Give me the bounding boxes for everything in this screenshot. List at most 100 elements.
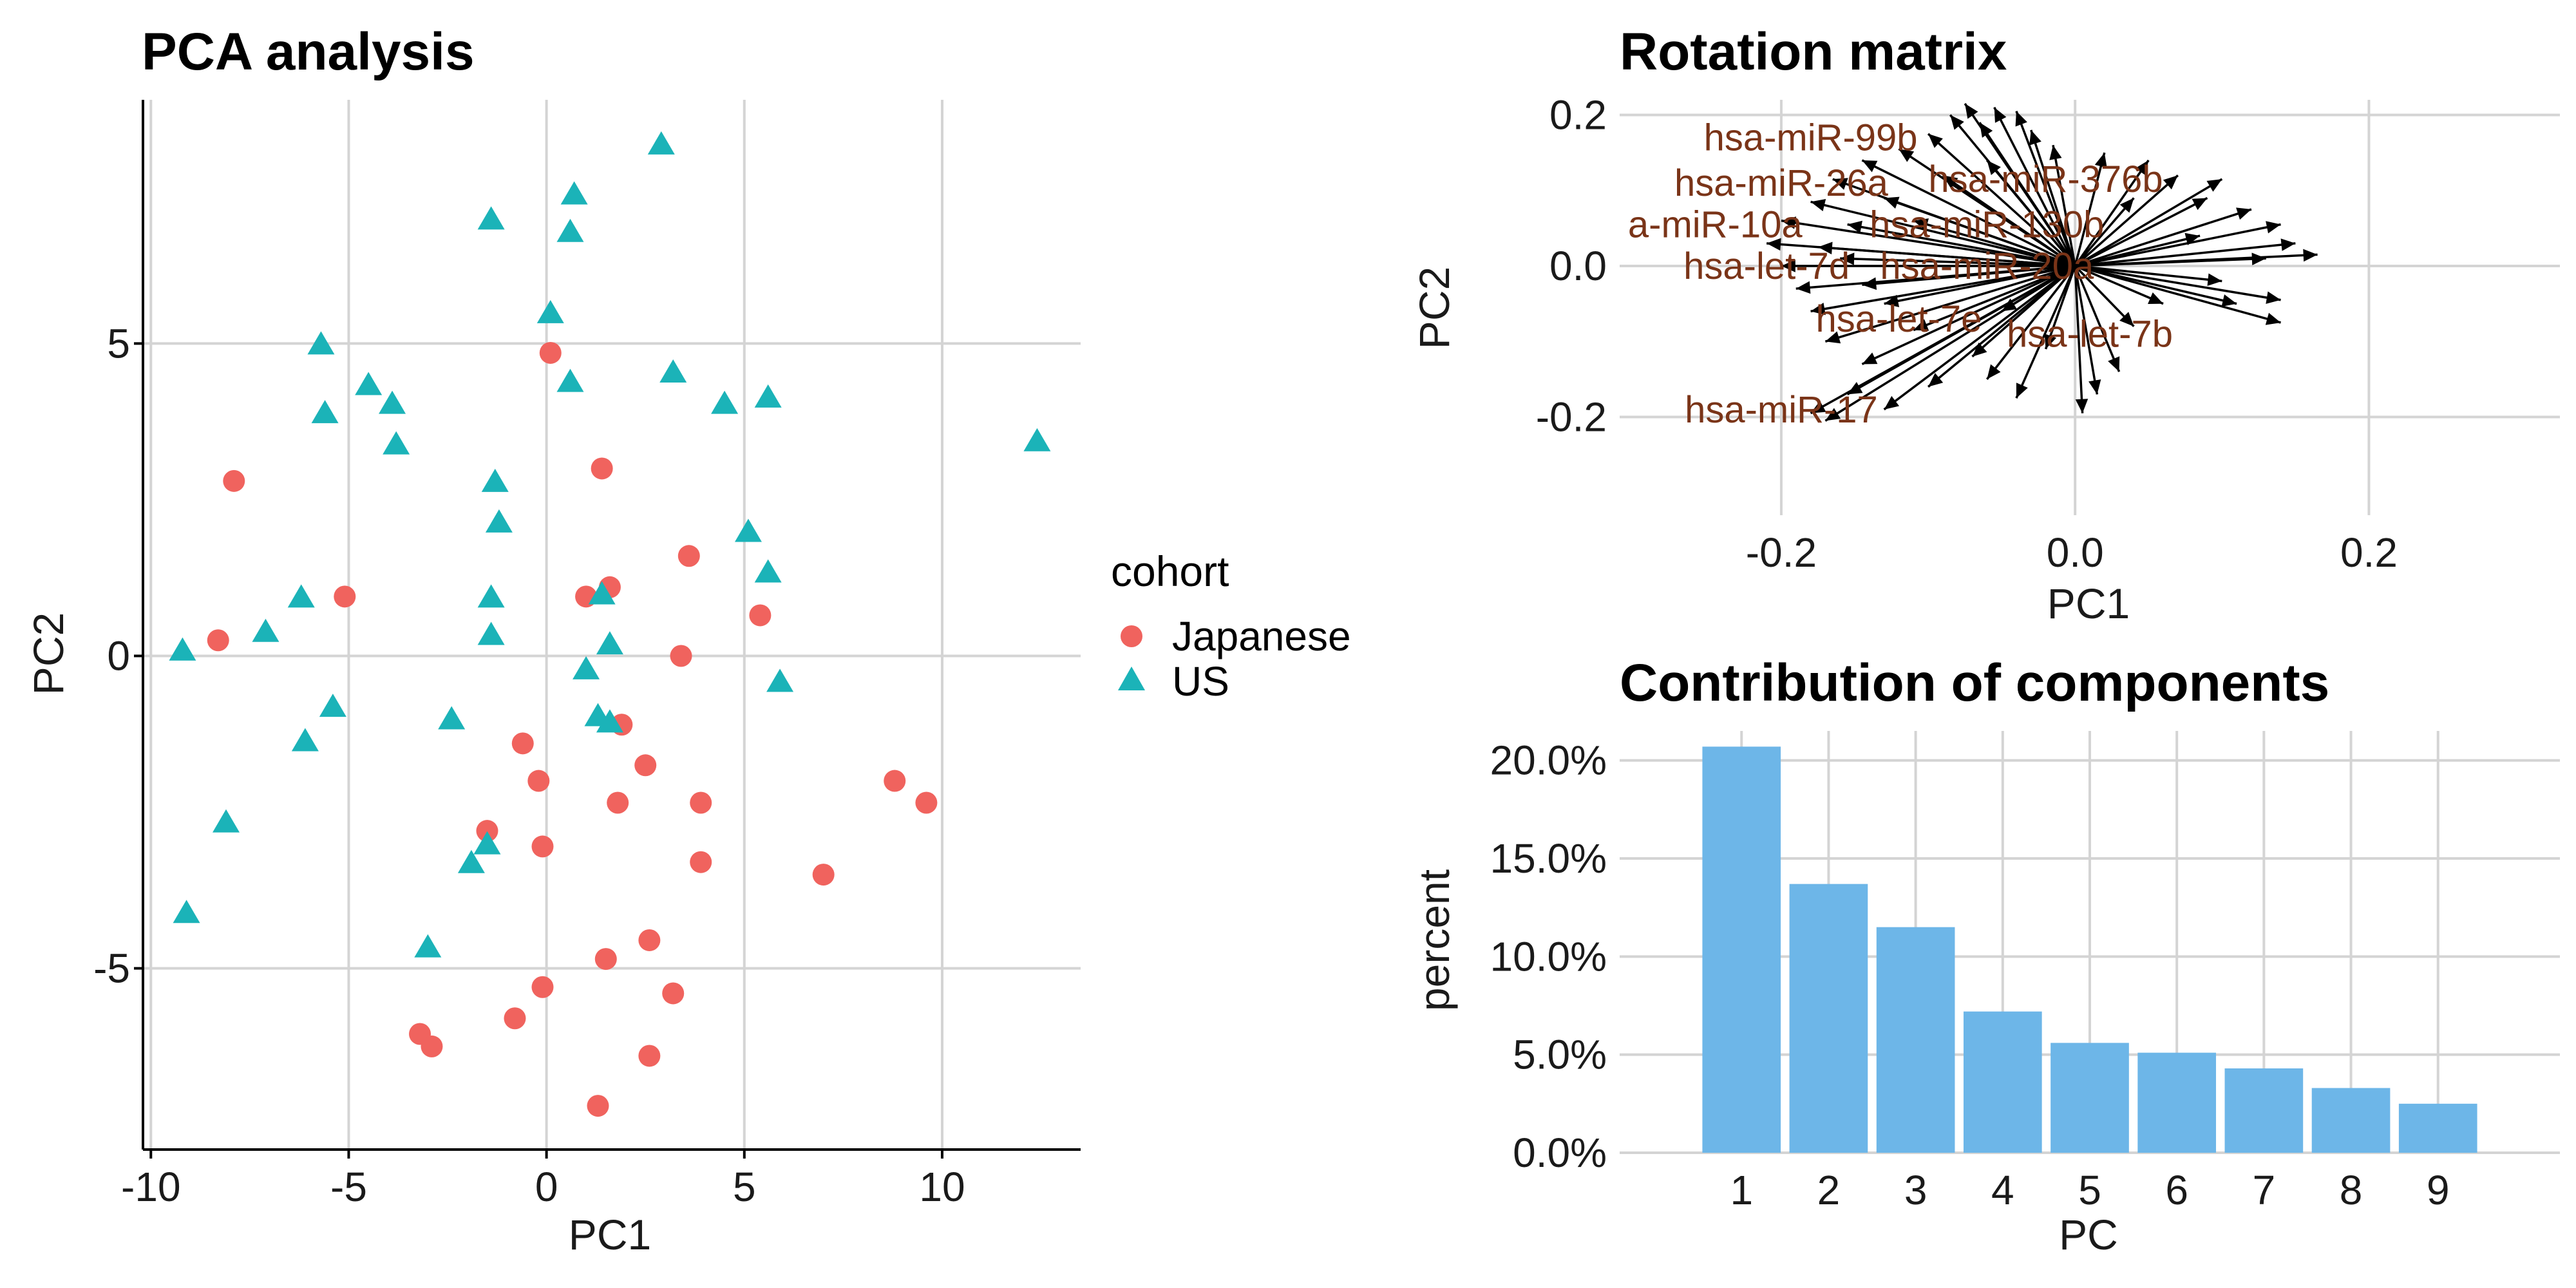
loading-arrowhead <box>2119 312 2134 327</box>
loading-arrow <box>1810 265 2076 415</box>
us-point <box>588 581 616 605</box>
pca-x-tick-label: 0 <box>535 1164 558 1210</box>
pca-gridlines <box>143 100 1081 1150</box>
contribution-x-axis-label: PC <box>2059 1211 2118 1258</box>
us-point <box>596 709 623 733</box>
loading-arrow <box>2015 110 2076 267</box>
loading-arrowhead <box>2044 334 2057 349</box>
us-point <box>379 390 406 414</box>
loading-arrowhead <box>1766 238 1781 251</box>
legend-title: cohort <box>1111 547 1229 595</box>
us-point <box>481 468 509 492</box>
loading-arrow <box>1840 257 2076 267</box>
loading-arrow <box>2001 265 2076 312</box>
contribution-x-tick-label: 2 <box>1817 1167 1841 1213</box>
loading-arrow <box>2074 265 2282 324</box>
loading-arrowhead <box>1825 408 1841 421</box>
loading-arrow <box>1942 174 2076 267</box>
loading-arrowhead <box>2207 273 2222 286</box>
pca-x-tick-label: -10 <box>121 1164 181 1210</box>
loading-arrowhead <box>1862 160 1878 173</box>
loading-arrow <box>1927 265 2076 388</box>
contribution-bar <box>1702 746 1781 1153</box>
loading-arrowhead <box>2236 207 2251 220</box>
loading-arrowhead <box>2135 160 2149 176</box>
japanese-point <box>677 545 700 567</box>
pca-tick-labels: -10 -5 0 5 10 -5 0 5 <box>93 320 965 1210</box>
us-point <box>754 559 782 583</box>
loading-arrowhead <box>2108 356 2120 372</box>
contribution-x-tick-label: 7 <box>2253 1167 2276 1213</box>
japanese-point <box>607 791 629 814</box>
loading-arrowhead <box>2303 249 2318 262</box>
loading-arrowhead <box>1928 373 1944 387</box>
loading-arrowhead <box>1994 107 2007 123</box>
loading-arrow <box>2074 208 2252 267</box>
legend-japanese-marker <box>1121 625 1142 647</box>
pca-x-tick-label: 5 <box>733 1164 756 1210</box>
pca-x-tick-label: 10 <box>919 1164 965 1210</box>
contribution-y-tick-label: 0.0% <box>1513 1130 1607 1176</box>
us-point <box>596 631 623 655</box>
loading-arrowhead <box>1884 196 1900 209</box>
us-point <box>291 728 319 752</box>
loading-arrowhead <box>1840 252 1855 265</box>
us-point <box>477 584 505 608</box>
japanese-point <box>421 1035 443 1057</box>
contribution-bar <box>2398 1103 2477 1153</box>
japanese-point <box>527 770 550 792</box>
japanese-point <box>670 645 692 667</box>
loading-label: hsa-let-7b <box>2007 314 2173 355</box>
loading-arrowhead <box>1810 198 1826 211</box>
loading-arrow <box>1985 265 2076 380</box>
rotation-y-tick-label: 0.2 <box>1549 91 1607 138</box>
loading-label: hsa-miR-376b <box>1928 158 2163 200</box>
us-point <box>659 359 687 383</box>
us-point <box>477 206 505 230</box>
loading-arrowhead <box>1781 260 1795 272</box>
loading-arrowhead <box>2265 312 2281 325</box>
loading-arrowhead <box>1942 175 1958 189</box>
us-point <box>754 384 782 408</box>
japanese-point <box>749 604 772 627</box>
rotation-x-axis-label: PC1 <box>2047 580 2130 627</box>
contribution-x-tick-label: 4 <box>1991 1167 2014 1213</box>
rotation-x-tick-label: -0.2 <box>1746 529 1817 576</box>
loading-arrowhead <box>1913 319 1929 331</box>
japanese-point <box>207 629 229 652</box>
loading-arrowhead <box>2280 238 2296 251</box>
loading-arrow <box>2052 145 2076 267</box>
contribution-bars <box>1702 746 2477 1153</box>
legend-us-label: US <box>1172 658 1229 705</box>
rotation-arrows <box>1766 102 2318 422</box>
loading-arrow <box>2074 178 2223 267</box>
loading-arrowhead <box>2221 294 2237 307</box>
japanese-point <box>531 976 554 998</box>
loading-arrow <box>2074 234 2201 267</box>
loading-label: a-miR-10a <box>1628 204 1803 246</box>
us-point <box>536 299 564 323</box>
us-point <box>473 831 501 855</box>
loading-arrowhead <box>2016 383 2028 399</box>
pca-y-tick-label: 0 <box>107 633 130 679</box>
us-point <box>252 618 279 642</box>
contribution-bar <box>2224 1068 2304 1153</box>
loading-arrow <box>1810 265 2076 313</box>
contribution-y-tick-label: 15.0% <box>1490 835 1607 882</box>
japanese-point <box>223 469 245 492</box>
loading-arrowhead <box>1987 160 2001 175</box>
us-point <box>307 331 335 355</box>
loading-arrowhead <box>1950 115 1964 130</box>
us-point <box>173 900 200 923</box>
loading-arrowhead <box>1972 342 1987 357</box>
loading-arrow <box>2074 223 2281 267</box>
loading-arrow <box>1817 245 2076 267</box>
loading-arrowhead <box>1810 401 1826 413</box>
loading-arrow <box>2030 129 2076 267</box>
contribution-x-tick-label: 5 <box>2078 1167 2101 1213</box>
rotation-x-tick-label: 0.0 <box>2047 529 2104 576</box>
pca-y-tick-label: -5 <box>93 945 130 992</box>
loading-arrow <box>2075 265 2222 283</box>
contribution-tick-labels: 0.0% 5.0% 10.0% 15.0% 20.0% 1 2 3 4 5 6 7 8 9 <box>1490 737 2450 1213</box>
